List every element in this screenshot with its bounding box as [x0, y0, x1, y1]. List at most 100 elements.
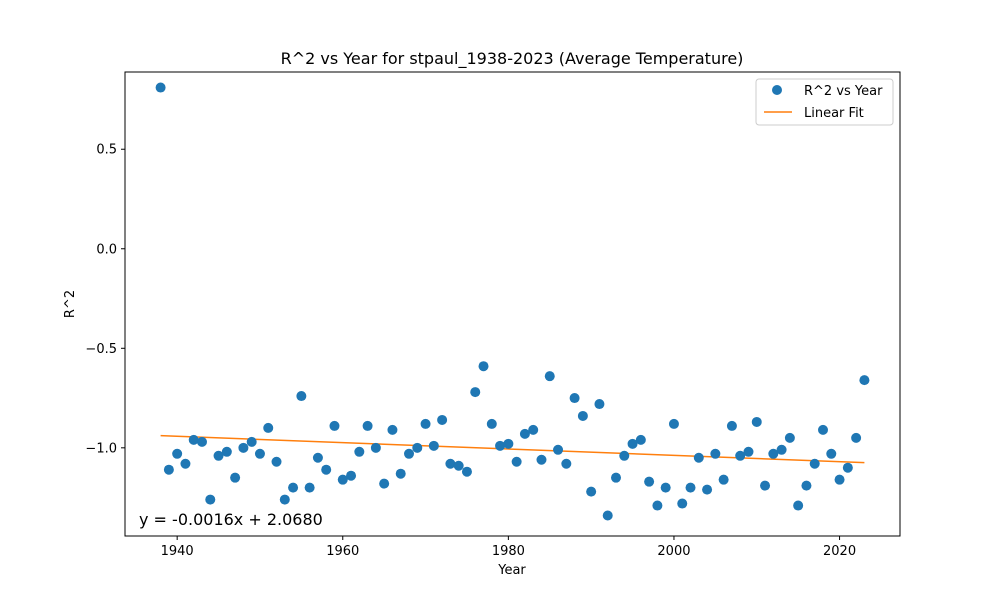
data-point [511, 456, 522, 467]
data-point [602, 510, 613, 521]
data-point [486, 418, 497, 429]
data-point [453, 460, 464, 471]
data-point [221, 446, 232, 457]
data-point [842, 462, 853, 473]
linear-fit-line [160, 434, 865, 464]
data-point [776, 444, 787, 455]
data-point [254, 448, 265, 459]
data-point [213, 450, 224, 461]
data-point [793, 500, 804, 511]
data-point [461, 466, 472, 477]
data-point [851, 432, 862, 443]
data-point [470, 387, 481, 398]
data-point [710, 448, 721, 459]
data-point [619, 450, 630, 461]
data-point [768, 448, 779, 459]
data-point [412, 442, 423, 453]
points-layer [155, 82, 870, 521]
y-tick-label: 0.0 [96, 242, 117, 257]
legend: R^2 vs Year Linear Fit [755, 78, 894, 126]
data-point [718, 474, 729, 485]
data-point [611, 472, 621, 483]
data-point [238, 442, 249, 453]
data-point [627, 438, 638, 449]
data-point [246, 436, 257, 447]
plot-area [125, 72, 900, 536]
data-point [652, 500, 663, 511]
data-point [818, 424, 828, 435]
data-point [263, 422, 274, 433]
data-point [197, 436, 207, 447]
y-axis-label: R^2 [63, 290, 78, 318]
data-point [577, 410, 588, 421]
data-point [478, 361, 489, 372]
data-point [437, 414, 448, 425]
y-tick-label: −0.5 [85, 342, 117, 357]
data-point [420, 418, 431, 429]
data-point [685, 482, 696, 493]
data-point [304, 482, 315, 493]
y-axis-ticks: 0.5 0.0 −0.5 −1.0 [85, 143, 125, 456]
data-point [495, 440, 506, 451]
data-point [180, 458, 191, 469]
legend-label-points: R^2 vs Year [804, 84, 883, 99]
data-point [826, 448, 837, 459]
x-tick-label: 1980 [492, 544, 525, 559]
data-point [635, 434, 646, 445]
data-point [354, 446, 365, 457]
data-point [735, 450, 746, 461]
data-point [801, 480, 812, 491]
data-point [288, 482, 299, 493]
data-point [784, 432, 795, 443]
data-point [743, 446, 754, 457]
x-tick-label: 2020 [823, 544, 856, 559]
data-point [271, 456, 282, 467]
data-point [370, 442, 381, 453]
chart-title: R^2 vs Year for stpaul_1938-2023 (Averag… [281, 49, 744, 69]
data-point [726, 420, 737, 431]
data-point [677, 498, 688, 509]
legend-marker-points [772, 85, 782, 95]
data-point [660, 482, 671, 493]
data-point [668, 418, 679, 429]
fit-layer [160, 434, 865, 464]
data-point [445, 458, 456, 469]
x-tick-label: 1940 [161, 544, 194, 559]
data-point [387, 424, 398, 435]
data-point [205, 494, 216, 505]
data-point [834, 474, 845, 485]
data-point [172, 448, 183, 459]
data-point [395, 468, 406, 479]
data-point [553, 444, 564, 455]
data-point [379, 478, 390, 489]
data-point [693, 452, 704, 463]
x-axis-label: Year [497, 563, 526, 578]
data-point [519, 428, 530, 439]
data-point [536, 454, 547, 465]
plot-frame [124, 71, 901, 537]
data-point [312, 452, 323, 463]
data-point [163, 464, 174, 475]
data-point [594, 399, 605, 410]
data-point [760, 480, 771, 491]
data-point [702, 484, 713, 495]
data-point [346, 470, 357, 481]
data-point [528, 424, 539, 435]
data-point [188, 434, 199, 445]
data-point [337, 474, 348, 485]
data-point [362, 420, 373, 431]
data-point [321, 464, 332, 475]
data-point [586, 486, 597, 497]
data-point [569, 393, 580, 404]
data-point [644, 476, 655, 487]
data-point [296, 391, 307, 402]
data-point [809, 458, 820, 469]
data-point [544, 371, 555, 382]
data-point [503, 438, 514, 449]
legend-box [755, 78, 894, 126]
data-point [859, 375, 870, 386]
x-tick-label: 1960 [326, 544, 359, 559]
x-tick-label: 2000 [657, 544, 690, 559]
data-point [751, 416, 762, 427]
